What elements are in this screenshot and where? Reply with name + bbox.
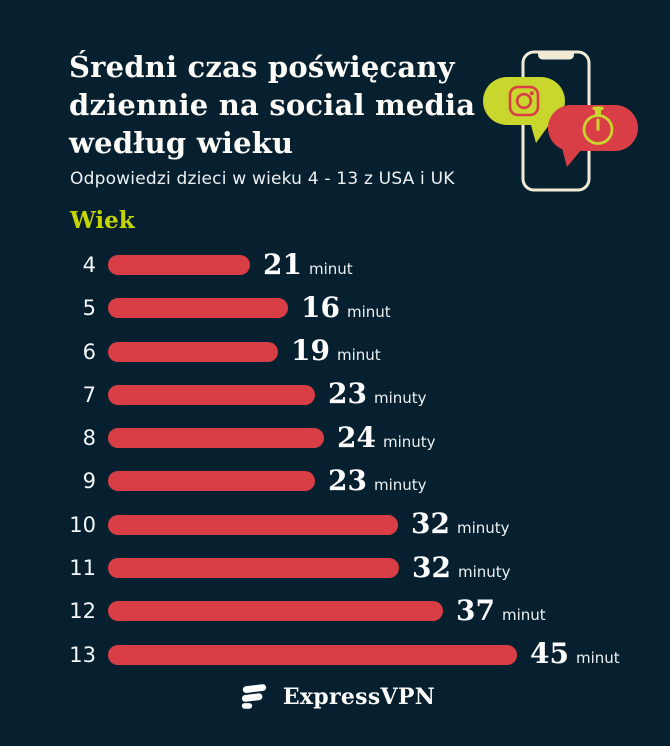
- chart-row: 6 19 minut: [0, 334, 670, 368]
- subtitle: Odpowiedzi dzieci w wieku 4 - 13 z USA i…: [70, 169, 455, 189]
- value-group: 32 minuty: [412, 550, 511, 584]
- value-number: 32: [412, 550, 451, 584]
- chart-row: 12 37 minut: [0, 593, 670, 627]
- chart-row: 11 32 minuty: [0, 550, 670, 584]
- value-unit: minut: [501, 605, 546, 624]
- value-unit: minuty: [456, 519, 510, 538]
- value-group: 37 minut: [456, 593, 546, 627]
- chart-row: 9 23 minuty: [0, 463, 670, 497]
- value-group: 23 minuty: [328, 463, 427, 497]
- value-unit: minut: [346, 302, 391, 321]
- value-number: 23: [328, 377, 367, 411]
- age-label: 12: [69, 599, 96, 624]
- value-bar: [108, 644, 517, 665]
- value-group: 24 minuty: [337, 420, 436, 454]
- instagram-icon: [508, 85, 540, 117]
- value-unit: minuty: [373, 389, 427, 408]
- bar-rows: 4 21 minut 5 16 minut 6 19 minut 7 23 minuty 8 24 minu…: [0, 247, 670, 688]
- brand-name: ExpressVPN: [282, 684, 436, 710]
- value-bar: [108, 558, 399, 579]
- value-group: 16 minut: [301, 290, 391, 324]
- title-line-2: dziennie na social media: [69, 88, 476, 122]
- age-label: 6: [82, 339, 96, 364]
- title-line-1: Średni czas poświęcany: [69, 50, 455, 84]
- chart-row: 10 32 minuty: [0, 507, 670, 541]
- chart-row: 4 21 minut: [0, 247, 670, 281]
- value-bar: [108, 514, 398, 535]
- value-bar: [108, 255, 250, 275]
- value-unit: minut: [308, 259, 353, 278]
- value-unit: minuty: [382, 432, 436, 451]
- age-label: 8: [82, 426, 96, 451]
- value-unit: minuty: [457, 562, 511, 581]
- instagram-speech-bubble: [483, 77, 565, 143]
- phone-notch: [538, 50, 574, 60]
- value-bar: [108, 298, 288, 319]
- value-bar: [108, 471, 315, 492]
- value-number: 24: [337, 420, 376, 454]
- age-label: 5: [82, 296, 96, 321]
- stopwatch-icon: [582, 106, 614, 145]
- value-group: 45 minut: [530, 637, 620, 671]
- value-unit: minuty: [373, 475, 427, 494]
- chart-row: 13 45 minut: [0, 637, 670, 671]
- value-group: 23 minuty: [328, 377, 427, 411]
- value-number: 37: [456, 593, 495, 627]
- title-line-3: według wieku: [69, 126, 294, 160]
- age-label: 7: [82, 382, 96, 407]
- value-bar: [108, 428, 324, 449]
- value-group: 19 minut: [291, 334, 381, 368]
- age-label: 4: [82, 253, 96, 277]
- expressvpn-logo-icon: [241, 684, 266, 709]
- value-unit: minut: [336, 346, 381, 365]
- chart-row: 5 16 minut: [0, 290, 670, 324]
- value-number: 19: [291, 334, 330, 368]
- value-group: 32 minuty: [411, 507, 510, 541]
- value-unit: minut: [575, 649, 620, 668]
- value-number: 45: [530, 637, 569, 671]
- chart-row: 7 23 minuty: [0, 377, 670, 411]
- age-label: 11: [69, 556, 96, 581]
- phone-social-illustration: [483, 50, 638, 192]
- value-bar: [108, 601, 443, 622]
- value-number: 21: [263, 247, 302, 281]
- y-axis-label: Wiek: [70, 207, 135, 234]
- value-bar: [108, 341, 278, 362]
- footer: ExpressVPN: [0, 682, 670, 712]
- value-number: 23: [328, 463, 367, 497]
- chart-row: 8 24 minuty: [0, 420, 670, 454]
- value-number: 32: [411, 507, 450, 541]
- page-title: Średni czas poświęcany dziennie na socia…: [69, 48, 475, 162]
- age-label: 13: [69, 642, 96, 667]
- age-label: 9: [82, 469, 96, 494]
- timer-speech-bubble: [548, 105, 638, 167]
- age-label: 10: [69, 512, 96, 537]
- value-bar: [108, 384, 315, 405]
- value-number: 16: [301, 290, 340, 324]
- value-group: 21 minut: [263, 247, 353, 281]
